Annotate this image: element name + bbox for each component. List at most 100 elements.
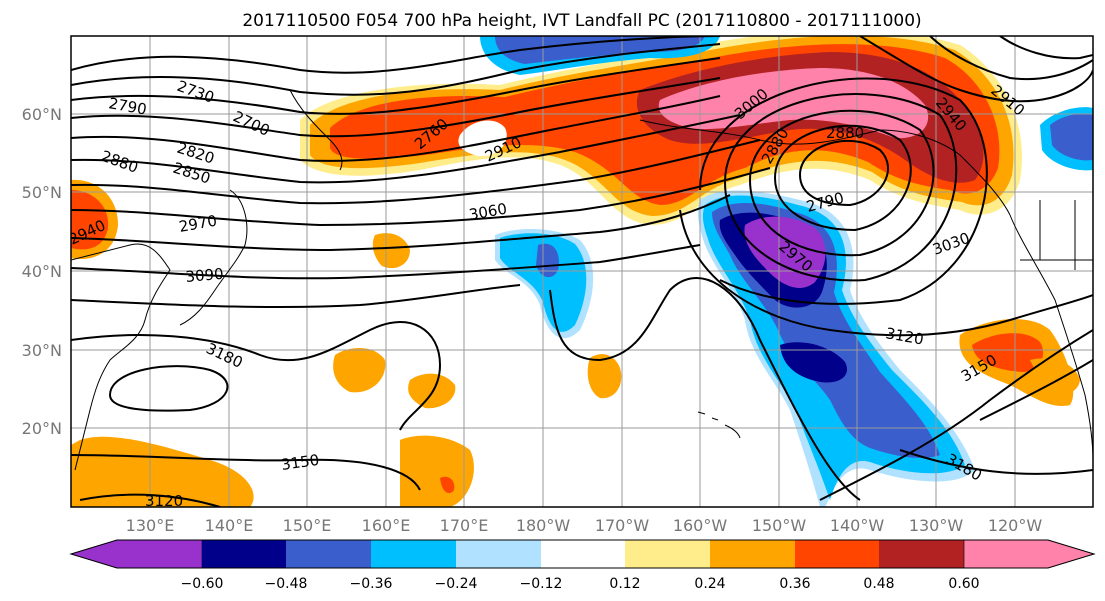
lon-label: 130°W xyxy=(909,516,964,535)
colorbar xyxy=(69,539,1096,569)
colorbar-tick: −0.36 xyxy=(350,576,393,592)
coast-namerica xyxy=(1009,214,1093,461)
coast-asia xyxy=(71,243,171,471)
contour-line xyxy=(859,36,1093,103)
contour-line xyxy=(929,36,1093,81)
contour-label: 3090 xyxy=(185,265,225,286)
lon-label: 150°W xyxy=(752,516,807,535)
contour-line xyxy=(71,139,761,205)
colorbar-ticks: −0.60 −0.48 −0.36 −0.24 −0.12 0.12 0.24 … xyxy=(181,576,980,592)
colorbar-cell xyxy=(286,540,371,568)
subtropical-high xyxy=(108,365,229,412)
contour-line xyxy=(71,57,721,115)
lat-label: 30°N xyxy=(22,341,62,360)
ivt-hole xyxy=(458,120,507,157)
contour-line xyxy=(71,167,771,227)
lon-label: 140°E xyxy=(205,516,254,535)
low-center-ring xyxy=(773,124,912,232)
height-contours xyxy=(71,36,1093,507)
ivt-positive-west-red xyxy=(71,190,109,250)
contour-line xyxy=(699,77,988,305)
contour-label: 2880 xyxy=(826,124,864,142)
lat-label: 20°N xyxy=(22,419,62,438)
colorbar-cell xyxy=(541,540,625,568)
colorbar-tick: −0.48 xyxy=(265,576,308,592)
colorbar-outline xyxy=(69,539,1096,569)
ivt-positive-sub2 xyxy=(587,354,622,399)
colorbar-cell xyxy=(879,540,964,568)
coast-japan xyxy=(179,189,248,326)
contour-line xyxy=(71,284,521,309)
contour-line xyxy=(71,244,701,280)
low-center-ring xyxy=(748,109,935,257)
lon-label: 160°E xyxy=(362,516,411,535)
contour-line xyxy=(71,77,721,138)
ivt-positive-sub1 xyxy=(333,348,386,393)
low-center-ring xyxy=(798,140,890,207)
figure-title: 2017110500 F054 700 hPa height, IVT Land… xyxy=(242,11,921,31)
contour-line xyxy=(71,194,731,252)
lat-label: 60°N xyxy=(22,105,62,124)
colorbar-cell xyxy=(625,540,710,568)
contour-label: 3120 xyxy=(145,492,183,510)
contour-line xyxy=(979,359,1093,421)
latitude-labels: 60°N 50°N 40°N 30°N 20°N xyxy=(22,105,62,438)
colorbar-tick: −0.24 xyxy=(435,576,478,592)
colorbar-cell xyxy=(69,539,203,569)
colorbar-tick: 0.12 xyxy=(609,576,640,592)
contour-label: 3150 xyxy=(280,451,320,474)
map-panel: 2730 2790 2700 2880 2820 2850 2760 2910 … xyxy=(70,35,1094,510)
contour-line xyxy=(71,454,421,491)
lon-label: 170°W xyxy=(595,516,650,535)
contour-line xyxy=(549,277,861,501)
contour-line xyxy=(819,329,1093,501)
colorbar-cell xyxy=(371,540,456,568)
ivt-negative-east-purple xyxy=(744,216,826,288)
lat-label: 50°N xyxy=(22,183,62,202)
lat-label: 40°N xyxy=(22,262,62,281)
ivt-positive-small xyxy=(372,233,410,269)
ivt-positive-sub3 xyxy=(408,373,456,409)
contour-line xyxy=(71,95,721,162)
ivt-negative-top-dark xyxy=(495,36,705,64)
hawaii xyxy=(697,411,741,439)
ivt-positive-sub5 xyxy=(400,435,474,507)
longitude-labels: 130°E 140°E 150°E 160°E 170°E 180°W 170°… xyxy=(126,516,1043,535)
contour-line xyxy=(899,449,1093,475)
lon-label: 150°E xyxy=(283,516,332,535)
contour-line xyxy=(71,43,721,96)
colorbar-cell xyxy=(795,540,879,568)
colorbar-cell xyxy=(456,540,541,568)
ivt-positive-sub4 xyxy=(71,436,254,507)
colorbar-tick: 0.36 xyxy=(779,576,810,592)
contour-line xyxy=(999,36,1093,60)
colorbar-cell xyxy=(202,540,286,568)
map-frame xyxy=(70,35,1094,508)
ivt-negative-right-blue xyxy=(1050,113,1093,161)
lon-label: 170°E xyxy=(440,516,489,535)
colorbar-cell xyxy=(963,539,1096,569)
contour-line xyxy=(71,36,721,74)
lon-label: 130°E xyxy=(126,516,175,535)
ivt-positive-pink xyxy=(658,68,929,139)
low-center-ring xyxy=(723,93,958,282)
lon-label: 160°W xyxy=(673,516,728,535)
coast-alaska xyxy=(639,119,1011,216)
contour-line xyxy=(71,114,741,184)
graticule xyxy=(71,36,1093,507)
ivt-negative-east-navy2 xyxy=(780,342,848,383)
colorbar-tick: 0.60 xyxy=(948,576,979,592)
ivt-negative-central-blue xyxy=(536,243,559,278)
lon-label: 140°W xyxy=(830,516,885,535)
coastlines xyxy=(71,89,1093,471)
lon-label: 180°W xyxy=(516,516,571,535)
ivt-positive-right-red xyxy=(972,333,1044,372)
colorbar-tick: 0.24 xyxy=(694,576,725,592)
ivt-positive-sub6 xyxy=(1030,358,1080,395)
contour-line xyxy=(71,321,442,431)
lon-label: 120°W xyxy=(988,516,1043,535)
ivt-positive-sub5-red xyxy=(440,476,455,494)
contour-line xyxy=(79,493,221,507)
colorbar-tick: 0.48 xyxy=(863,576,894,592)
